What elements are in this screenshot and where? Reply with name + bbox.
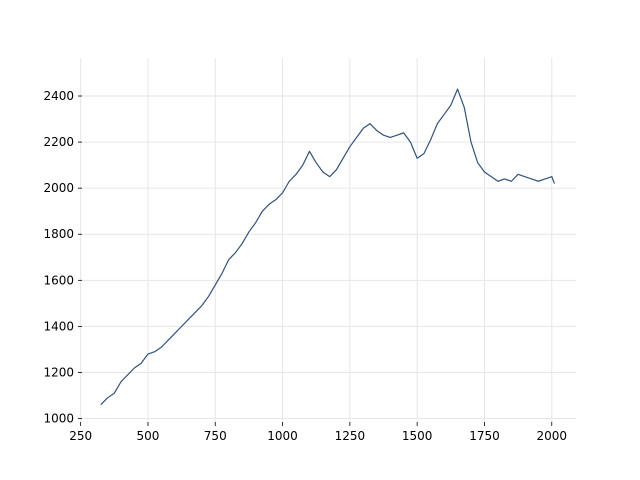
x-tick-label: 1250 <box>335 429 366 443</box>
y-tick-label: 1400 <box>43 319 74 333</box>
x-tick-label: 1000 <box>267 429 298 443</box>
tick-labels: 250 500 750 1000 1250 1500 1750 2000 1000 1200 140… <box>43 89 567 443</box>
y-tick-label: 2000 <box>43 181 74 195</box>
x-tick-label: 1750 <box>469 429 500 443</box>
x-tick-label: 750 <box>204 429 227 443</box>
y-tick-label: 1000 <box>43 412 74 426</box>
y-tick-label: 1800 <box>43 227 74 241</box>
y-tick-label: 2400 <box>43 89 74 103</box>
y-tick-label: 1200 <box>43 365 74 379</box>
y-tick-label: 2200 <box>43 135 74 149</box>
series-line-0 <box>100 88 556 406</box>
x-tick-label: 2000 <box>536 429 567 443</box>
x-tick-label: 500 <box>137 429 160 443</box>
series-layer <box>100 88 556 406</box>
grid-lines <box>80 58 576 422</box>
x-tick-label: 250 <box>69 429 92 443</box>
axes <box>78 95 553 426</box>
x-tick-label: 1500 <box>402 429 433 443</box>
y-tick-label: 1600 <box>43 273 74 287</box>
